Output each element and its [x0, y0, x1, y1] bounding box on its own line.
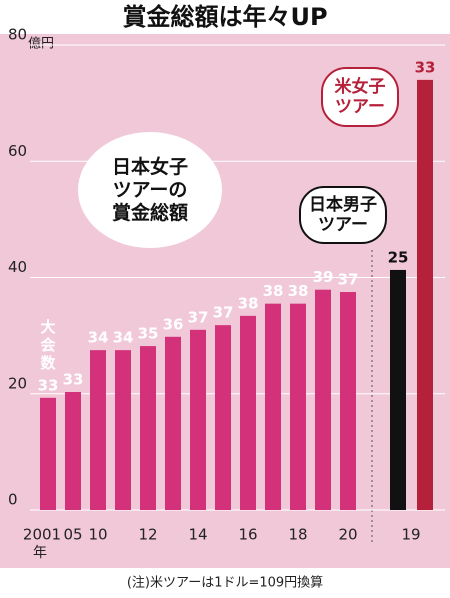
bar: [240, 315, 256, 510]
legend-bubble: [78, 132, 222, 248]
x-tick-label: 2001: [23, 526, 61, 544]
legend-bubble: [299, 186, 387, 244]
legend-entry: 日本女子ツアーの賞金総額: [112, 155, 188, 224]
bar: [417, 79, 433, 510]
bar: [215, 325, 231, 510]
bar: [340, 292, 356, 510]
bar: [115, 350, 131, 510]
count-label: 37: [188, 308, 209, 326]
bar: [315, 289, 331, 510]
bar: [190, 329, 206, 510]
x-tick-label: 05: [63, 526, 82, 544]
x-tick-label: 20: [338, 526, 357, 544]
legend-entry: 米女子ツアー: [335, 76, 386, 117]
bar: [140, 346, 156, 510]
count-label: 34: [113, 329, 134, 347]
x-axis-label: 年: [33, 545, 47, 561]
x-tick-label: 16: [238, 526, 257, 544]
y-tick-label: 40: [8, 258, 27, 276]
count-title: 大会数: [40, 318, 56, 372]
y-tick-label: 60: [8, 142, 27, 160]
count-label: 36: [163, 315, 184, 333]
bar: [65, 392, 81, 510]
bar: [165, 336, 181, 510]
count-label: 39: [313, 268, 334, 286]
count-label: 37: [338, 271, 359, 289]
x-tick-label: 19: [401, 526, 420, 544]
count-label: 35: [138, 325, 159, 343]
x-tick-label: 12: [138, 526, 157, 544]
bar: [40, 397, 56, 510]
count-label: 33: [415, 58, 436, 76]
count-label: 38: [263, 282, 284, 300]
bar: [90, 350, 106, 510]
bar: [290, 303, 306, 510]
x-tick-label: 10: [88, 526, 107, 544]
legend-entry: 日本男子ツアー: [309, 194, 377, 235]
bar: [390, 269, 406, 510]
count-label: 33: [63, 371, 84, 389]
x-tick-label: 18: [288, 526, 307, 544]
count-label: 38: [288, 282, 309, 300]
count-label: 37: [213, 304, 234, 322]
chart-title: 賞金総額は年々UP: [122, 3, 327, 31]
y-tick-label: 0: [8, 491, 18, 509]
legend-bubble: [321, 67, 399, 127]
bar: [265, 303, 281, 510]
y-tick-label: 20: [8, 374, 27, 392]
count-label: 25: [388, 248, 409, 266]
count-label: 38: [238, 294, 259, 312]
y-tick-label: 80: [8, 26, 27, 44]
y-unit: 億円: [28, 36, 54, 52]
count-label: 34: [88, 329, 109, 347]
x-tick-label: 14: [188, 526, 207, 544]
count-label: 33: [38, 376, 59, 394]
note: (注)米ツアーは1ドル=109円換算: [127, 576, 323, 591]
